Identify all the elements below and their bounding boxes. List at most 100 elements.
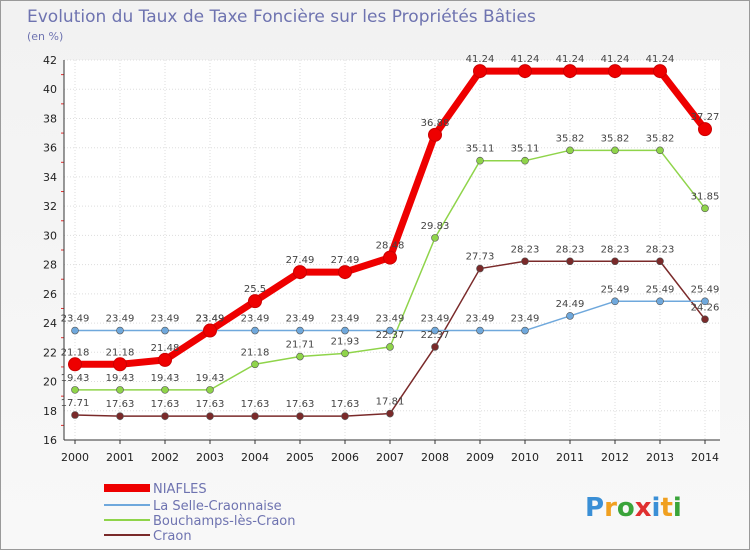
x-tick-label: 2010	[511, 451, 539, 464]
data-label: 17.63	[331, 399, 360, 410]
data-label: 35.82	[646, 133, 675, 144]
data-label: 23.49	[61, 314, 90, 325]
data-point	[68, 357, 82, 372]
logo-letter: x	[635, 493, 652, 523]
y-tick-label: 30	[43, 229, 57, 242]
data-point	[341, 326, 349, 335]
data-point	[518, 64, 532, 79]
data-label: 25.49	[646, 284, 675, 295]
data-point	[116, 412, 124, 420]
data-point	[521, 156, 529, 165]
data-point	[473, 64, 487, 79]
data-point	[116, 386, 124, 394]
data-label: 28.23	[646, 244, 675, 255]
x-tick-label: 2011	[556, 451, 584, 464]
legend-label: NIAFLES	[153, 482, 207, 497]
y-tick-label: 18	[43, 405, 57, 418]
y-tick-label: 36	[43, 142, 57, 155]
data-point	[476, 264, 484, 273]
y-tick-label: 24	[43, 317, 57, 330]
data-label: 19.43	[196, 373, 225, 384]
data-point	[563, 64, 577, 79]
y-tick-label: 38	[43, 112, 57, 125]
x-tick-label: 2014	[691, 451, 719, 464]
x-tick-label: 2009	[466, 451, 494, 464]
x-tick-label: 2012	[601, 451, 629, 464]
data-point	[608, 64, 622, 79]
data-point	[431, 326, 439, 335]
data-point	[566, 146, 574, 155]
legend-label: Craon	[153, 529, 192, 544]
data-point	[71, 386, 79, 394]
data-label: 35.11	[511, 144, 540, 155]
data-label: 23.49	[196, 314, 225, 325]
data-label: 23.49	[286, 314, 315, 325]
data-point	[566, 312, 574, 320]
x-tick-label: 2007	[376, 451, 404, 464]
axes: 16 18 20 22 24 26 28 30 32 34 36 38 40 42 2000 2001 2002…	[43, 54, 720, 464]
x-tick-label: 2006	[331, 451, 359, 464]
data-point	[566, 257, 574, 266]
y-tick-label: 16	[43, 434, 57, 447]
data-point	[431, 234, 439, 242]
data-label: 25.49	[601, 284, 630, 295]
x-tick-label: 2005	[286, 451, 314, 464]
logo-letter: r	[604, 493, 617, 523]
data-label: 24.26	[691, 302, 720, 313]
data-point	[203, 323, 217, 338]
data-point	[296, 412, 304, 420]
data-point	[521, 326, 529, 335]
data-point	[116, 326, 124, 335]
data-point	[701, 315, 709, 324]
logo-letter: i	[652, 493, 661, 523]
data-point	[701, 297, 709, 306]
data-label: 28.23	[601, 244, 630, 255]
data-label: 19.43	[106, 373, 135, 384]
data-point	[386, 343, 394, 351]
data-point	[653, 64, 667, 79]
data-label: 17.63	[151, 399, 180, 410]
data-label: 23.49	[241, 314, 270, 325]
data-label: 19.43	[151, 373, 180, 384]
data-point	[161, 326, 169, 335]
chart-subtitle: (en %)	[27, 30, 63, 43]
data-label: 23.49	[511, 314, 540, 325]
data-point	[251, 326, 259, 335]
y-tick-label: 20	[43, 376, 57, 389]
data-point	[611, 257, 619, 266]
data-label: 21.18	[61, 347, 90, 358]
data-point	[428, 127, 442, 142]
data-point	[431, 343, 439, 351]
x-tick-label: 2001	[106, 451, 134, 464]
data-label: 41.24	[646, 54, 675, 65]
data-label: 21.71	[286, 340, 315, 351]
data-point	[701, 204, 709, 213]
data-label: 17.63	[196, 399, 225, 410]
data-point	[476, 326, 484, 335]
data-point	[158, 352, 172, 367]
data-label: 37.27	[691, 112, 720, 123]
data-point	[293, 265, 307, 280]
data-label: 31.85	[691, 191, 720, 202]
data-label: 27.49	[331, 255, 360, 266]
proxiti-logo: Proxiti	[585, 493, 682, 523]
data-label: 23.49	[106, 314, 135, 325]
y-tick-label: 34	[43, 171, 57, 184]
data-point	[206, 412, 214, 420]
y-tick-label: 26	[43, 288, 57, 301]
data-label: 17.81	[376, 397, 405, 408]
data-point	[386, 409, 394, 418]
data-label: 35.82	[601, 133, 630, 144]
data-point	[161, 386, 169, 394]
data-label: 21.18	[241, 347, 270, 358]
data-label: 17.63	[106, 399, 135, 410]
data-label: 21.18	[106, 347, 135, 358]
y-tick-label: 28	[43, 259, 57, 272]
data-label: 23.49	[196, 314, 225, 325]
data-label: 28.23	[511, 244, 540, 255]
data-point	[248, 294, 262, 309]
x-tick-label: 2003	[196, 451, 224, 464]
data-point	[521, 257, 529, 266]
x-tick-label: 2013	[646, 451, 674, 464]
